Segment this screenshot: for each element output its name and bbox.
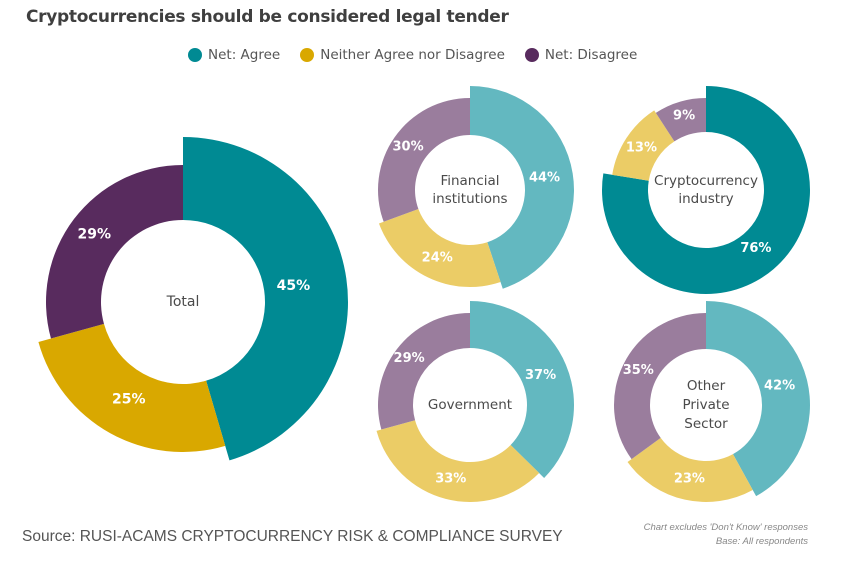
slice-disagree [655, 98, 706, 142]
center-label: Financial [440, 173, 499, 189]
data-label-disagree: 9% [673, 109, 695, 124]
slice-agree [602, 86, 810, 295]
chart-title: Cryptocurrencies should be considered le… [26, 7, 509, 27]
slice-agree [470, 86, 575, 289]
data-label-neither: 13% [626, 140, 657, 155]
slice-agree [470, 301, 574, 478]
slice-neither [627, 437, 753, 502]
legend-label-agree: Net: Agree [208, 47, 281, 63]
donut-cryptocurrency-industry: 76% 13% 9% Cryptocurrency industry [602, 86, 810, 295]
slice-neither [376, 420, 540, 503]
donut-total: 45% 25% 29% Total [38, 137, 348, 461]
data-label-agree: 44% [529, 170, 560, 185]
donut-other-private-sector: 42% 23% 35% Other Private Sector [614, 301, 811, 502]
slice-disagree [45, 165, 183, 339]
legend-item-neither: Neither Agree nor Disagree [300, 47, 505, 63]
source-text: Source: RUSI-ACAMS CRYPTOCURRENCY RISK &… [22, 528, 563, 545]
data-label-agree: 45% [277, 278, 311, 294]
legend-item-disagree: Net: Disagree [524, 47, 638, 63]
legend: Net: Agree Neither Agree nor Disagree Ne… [188, 47, 657, 63]
data-label-agree: 42% [764, 379, 795, 394]
footnotes: Chart excludes 'Don't Know' responses Ba… [644, 521, 808, 549]
center-label: institutions [432, 191, 507, 207]
data-label-disagree: 29% [78, 226, 112, 242]
donut-government: 37% 33% 29% Government [376, 301, 574, 503]
data-label-disagree: 35% [623, 363, 654, 378]
legend-swatch-agree [188, 48, 202, 62]
center-label: Government [428, 397, 512, 413]
data-label-disagree: 30% [393, 139, 424, 154]
legend-label-neither: Neither Agree nor Disagree [320, 47, 505, 63]
center-label: Other [687, 378, 726, 394]
data-label-agree: 37% [525, 368, 556, 383]
data-label-neither: 25% [112, 391, 146, 407]
footnote-exclusion: Chart excludes 'Don't Know' responses [643, 522, 808, 533]
slice-disagree [378, 313, 470, 430]
center-label: industry [678, 191, 733, 207]
legend-swatch-disagree [524, 48, 539, 62]
center-label: Sector [684, 416, 728, 432]
center-label: Cryptocurrency [654, 173, 758, 189]
legend-swatch-neither [300, 48, 315, 62]
data-label-neither: 23% [674, 472, 705, 487]
data-label-neither: 24% [422, 251, 453, 266]
slice-disagree [614, 313, 706, 460]
data-label-neither: 33% [435, 472, 466, 487]
donut-financial-institutions: 44% 24% 30% Financial institutions [378, 86, 575, 289]
slice-agree [706, 301, 811, 497]
footnote-base: Base: All respondents [715, 536, 808, 547]
legend-item-agree: Net: Agree [188, 47, 280, 63]
legend-label-disagree: Net: Disagree [544, 47, 638, 63]
center-label: Total [166, 294, 200, 310]
center-label: Private [682, 397, 729, 413]
slice-neither [38, 323, 226, 452]
data-label-agree: 76% [740, 241, 771, 256]
slice-disagree [378, 98, 470, 222]
slice-neither [612, 110, 675, 181]
slice-agree [183, 137, 348, 461]
slice-neither [378, 208, 501, 287]
data-label-disagree: 29% [394, 351, 425, 366]
